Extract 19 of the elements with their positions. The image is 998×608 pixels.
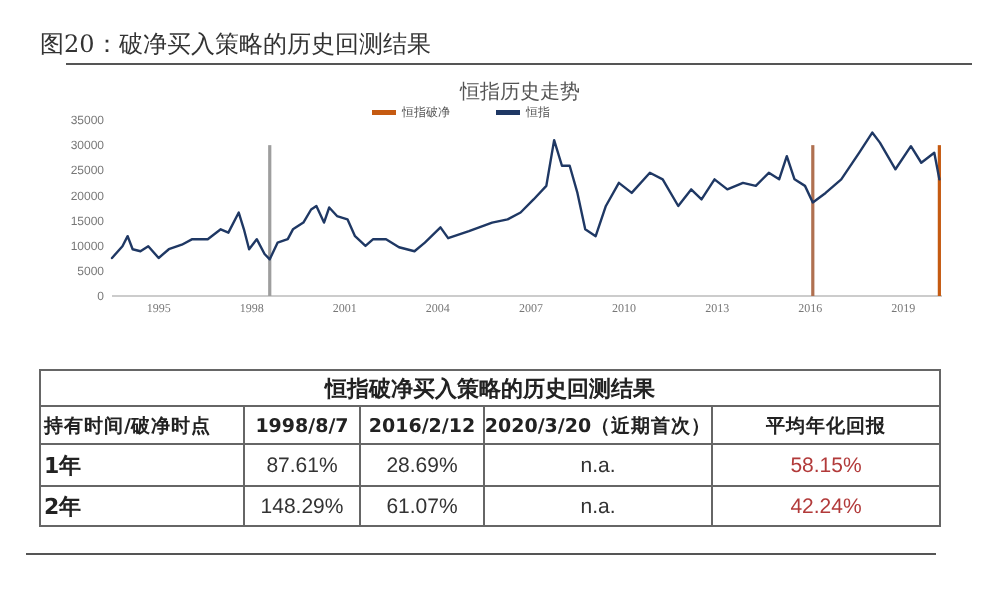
text: n.a. (580, 454, 616, 479)
category-label: 2016/2/12 (368, 415, 476, 438)
category-label: 1998/8/7 (255, 415, 349, 438)
text: 28.69% (386, 454, 458, 479)
text: n.a. (580, 495, 616, 520)
category-label: 持有时间/破净时点 (42, 413, 211, 438)
text: 148.29% (260, 495, 344, 520)
category-label: 2年 (44, 493, 82, 520)
line-series (110, 131, 941, 261)
chart-title: 恒指历史走势 (458, 80, 580, 104)
category-label: 1年 (44, 452, 82, 479)
text: 42.24% (790, 495, 862, 520)
text: 恒指破净买入策略的历史回测结果 (323, 375, 657, 402)
caption: 图20：破净买入策略的历史回测结果 (40, 30, 431, 58)
category-label: 2020/3/20（近期首次） (484, 413, 712, 438)
text: 61.07% (386, 495, 458, 520)
text: 58.15% (790, 454, 862, 479)
text: 87.61% (266, 454, 338, 479)
category-label: 平均年化回报 (764, 413, 888, 438)
